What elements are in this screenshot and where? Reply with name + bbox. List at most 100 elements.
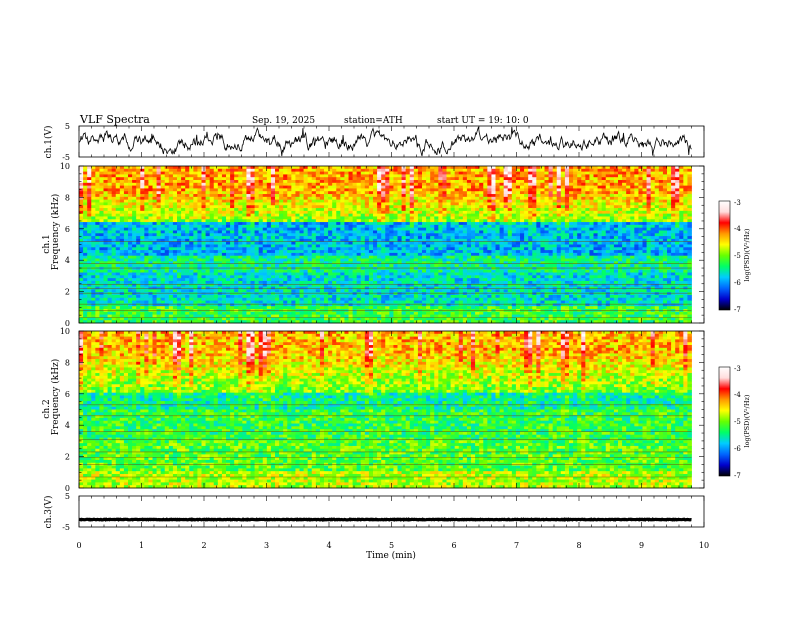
- spectrogram-cell: [87, 208, 92, 212]
- spectrogram-cell: [156, 191, 162, 195]
- spectrogram-cell: [630, 233, 635, 237]
- spectrogram-cell: [430, 219, 435, 223]
- spectrogram-cell: [450, 174, 456, 178]
- spectrogram-cell: [373, 194, 378, 198]
- spectrogram-cell: [426, 188, 431, 192]
- spectrogram-cell: [234, 205, 239, 209]
- spectrogram-cell: [242, 222, 247, 226]
- spectrogram-cell: [462, 238, 468, 243]
- spectrogram-cell: [417, 210, 423, 215]
- spectrogram-cell: [446, 202, 451, 206]
- spectrogram-cell: [123, 208, 129, 212]
- spectrogram-cell: [352, 202, 358, 206]
- spectrogram-cell: [119, 233, 125, 237]
- spectrogram-cell: [262, 194, 268, 198]
- spectrogram-cell: [622, 244, 627, 248]
- spectrogram-cell: [119, 171, 125, 175]
- spectrogram-cell: [417, 168, 423, 172]
- spectrogram-cell: [589, 213, 594, 217]
- spectrogram-cell: [140, 202, 145, 206]
- spectrogram-cell: [156, 224, 162, 229]
- spectrogram-cell: [258, 191, 264, 195]
- spectrogram-cell: [332, 191, 337, 195]
- spectrogram-cell: [454, 227, 460, 231]
- spectrogram-cell: [638, 185, 643, 189]
- spectrogram-cell: [442, 236, 447, 240]
- spectrogram-cell: [446, 230, 451, 234]
- spectrogram-cell: [475, 222, 480, 226]
- spectrogram-cell: [319, 236, 325, 240]
- spectrogram-cell: [168, 238, 174, 243]
- spectrogram-cell: [667, 236, 672, 240]
- spectrogram-cell: [622, 194, 627, 198]
- spectrogram-cell: [569, 205, 574, 209]
- spectrogram-cell: [164, 233, 170, 237]
- spectrogram-cell: [426, 219, 431, 223]
- spectrogram-cell: [319, 171, 325, 175]
- spectrogram-cell: [283, 230, 288, 234]
- spectrogram-cell: [164, 219, 170, 223]
- spectrogram-cell: [177, 199, 182, 203]
- spectrogram-cell: [613, 250, 619, 254]
- spectrogram-cell: [589, 205, 594, 209]
- spectrogram-cell: [279, 180, 284, 184]
- spectrogram-cell: [613, 180, 619, 184]
- spectrogram-cell: [238, 244, 243, 248]
- spectrogram-cell: [511, 219, 517, 223]
- spectrogram-cell: [589, 244, 594, 248]
- spectrogram-cell: [397, 213, 402, 217]
- spectrogram-cell: [503, 233, 509, 237]
- spectrogram-cell: [221, 230, 227, 234]
- spectrogram-cell: [348, 177, 353, 181]
- spectrogram-cell: [185, 250, 190, 254]
- spectrogram-cell: [667, 168, 672, 172]
- spectrogram-cell: [536, 208, 541, 212]
- spectrogram-cell: [634, 236, 639, 240]
- spectrogram-cell: [205, 182, 211, 187]
- spectrogram-cell: [462, 227, 468, 231]
- spectrogram-cell: [679, 216, 684, 220]
- spectrogram-cell: [605, 182, 611, 187]
- spectrogram-cell: [626, 222, 631, 226]
- spectrogram-cell: [552, 216, 558, 220]
- spectrogram-cell: [79, 224, 84, 229]
- spectrogram-cell: [123, 174, 129, 178]
- spectrogram-cell: [315, 233, 321, 237]
- spectrogram-cell: [242, 230, 247, 234]
- spectrogram-cell: [352, 241, 358, 245]
- spectrogram-cell: [605, 177, 611, 181]
- spectrogram-cell: [266, 191, 272, 195]
- spectrogram-cell: [368, 255, 374, 259]
- spectrogram-cell: [128, 182, 133, 187]
- spectrogram-cell: [356, 205, 362, 209]
- spectrogram-cell: [164, 174, 170, 178]
- spectrogram-cell: [136, 233, 141, 237]
- spectrogram-cell: [136, 216, 141, 220]
- spectrogram-cell: [119, 202, 125, 206]
- spectrogram-cell: [662, 236, 668, 240]
- spectrogram-cell: [144, 238, 149, 243]
- spectrogram-cell: [99, 227, 104, 231]
- spectrogram-cell: [373, 241, 378, 245]
- spectrogram-cell: [344, 177, 349, 181]
- spectrogram-cell: [291, 244, 296, 248]
- spectrogram-cell: [299, 241, 304, 245]
- spectrogram-cell: [622, 177, 627, 181]
- spectrogram-cell: [397, 238, 402, 243]
- spectrogram-cell: [107, 255, 113, 259]
- spectrogram-cell: [479, 199, 484, 203]
- spectrogram-cell: [119, 185, 125, 189]
- spectrogram-cell: [275, 199, 280, 203]
- spectrogram-cell: [221, 210, 227, 215]
- spectrogram-cell: [311, 208, 317, 212]
- spectrogram-cell: [601, 230, 607, 234]
- spectrogram-cell: [226, 210, 231, 215]
- spectrogram-cell: [262, 219, 268, 223]
- spectrogram-cell: [91, 219, 96, 223]
- spectrogram-cell: [540, 180, 545, 184]
- spectrogram-cell: [479, 247, 484, 251]
- spectrogram-cell: [515, 238, 521, 243]
- spectrogram-cell: [483, 213, 488, 217]
- spectrogram-cell: [642, 174, 647, 178]
- spectrogram-cell: [585, 210, 590, 215]
